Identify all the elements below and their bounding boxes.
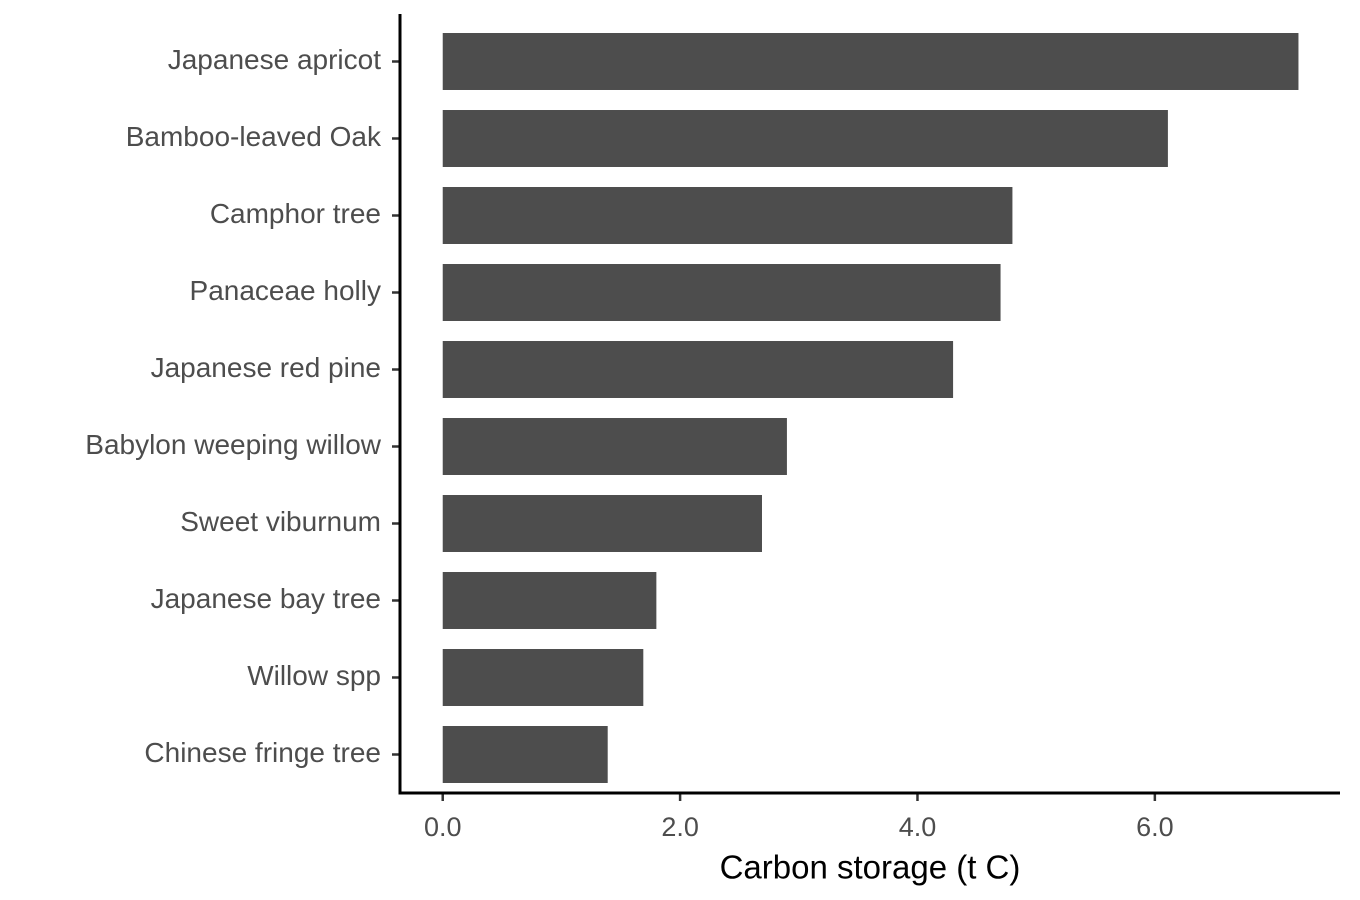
x-axis-title: Carbon storage (t C)	[720, 849, 1021, 886]
x-tick-label: 0.0	[424, 812, 462, 842]
y-tick-label: Sweet viburnum	[180, 506, 381, 537]
y-tick-label: Willow spp	[247, 660, 381, 691]
x-tick-label: 6.0	[1136, 812, 1174, 842]
bar	[442, 572, 657, 629]
y-tick-label: Japanese bay tree	[151, 583, 381, 614]
y-tick-label: Camphor tree	[210, 198, 381, 229]
bar	[442, 341, 954, 398]
y-tick-label: Chinese fringe tree	[144, 737, 381, 768]
y-tick-label: Bamboo-leaved Oak	[126, 121, 382, 152]
bar	[442, 264, 1001, 321]
y-tick-label: Japanese apricot	[168, 44, 381, 75]
bar	[442, 187, 1013, 244]
bar	[442, 495, 762, 552]
bar	[442, 110, 1168, 167]
bar	[442, 418, 787, 475]
bar	[442, 33, 1299, 90]
y-tick-label: Babylon weeping willow	[85, 429, 382, 460]
x-tick-label: 2.0	[661, 812, 699, 842]
x-tick-label: 4.0	[899, 812, 937, 842]
bar	[442, 726, 608, 783]
y-tick-label: Panaceae holly	[190, 275, 381, 306]
bar	[442, 649, 644, 706]
y-tick-label: Japanese red pine	[151, 352, 381, 383]
